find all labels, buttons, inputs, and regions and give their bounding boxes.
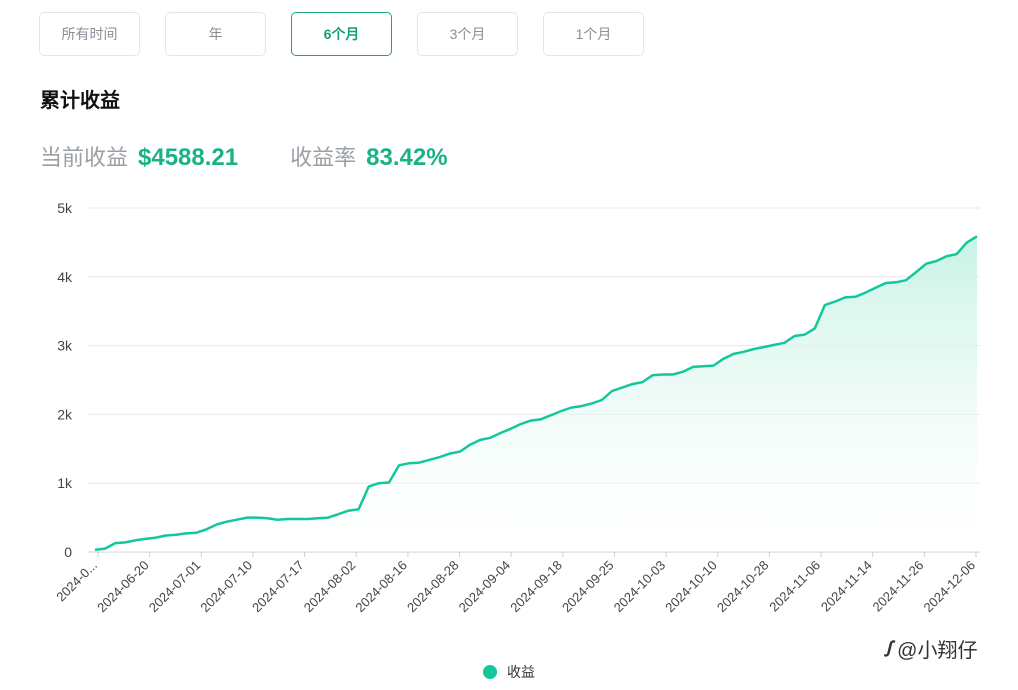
legend-swatch (483, 665, 497, 679)
stats-row: 当前收益 $4588.21 收益率 83.42% (40, 140, 500, 172)
x-tick-label: 2024-0... (53, 558, 100, 605)
return-rate-label: 收益率 (290, 145, 357, 170)
cumulative-earnings-chart: 0 1k 2k 3k 4k 5k 2024-0...2024-06-202024-07-0… (53, 200, 980, 615)
x-tick-label: 2024-08-16 (352, 558, 410, 616)
x-tick-label: 2024-10-28 (714, 558, 772, 616)
y-tick-label: 0 (64, 544, 72, 560)
x-tick-label: 2024-11-14 (818, 558, 875, 615)
x-tick-label: 2024-09-04 (456, 558, 514, 616)
current-earnings-value: $4588.21 (138, 144, 239, 171)
chart-legend[interactable]: 收益 (0, 662, 1018, 682)
x-tick-label: 2024-07-01 (146, 558, 204, 616)
x-tick-label: 2024-12-06 (920, 558, 978, 616)
x-tick-label: 2024-10-03 (611, 558, 669, 616)
x-tick-label: 2024-09-18 (507, 558, 565, 616)
x-tick-label: 2024-07-17 (249, 558, 307, 616)
tab-3-months[interactable]: 3个月 (417, 12, 518, 56)
earnings-area (95, 236, 977, 553)
x-tick-label: 2024-08-02 (301, 558, 359, 616)
return-rate-value: 83.42% (366, 144, 448, 171)
y-tick-label: 2k (57, 406, 73, 422)
x-tick-label: 2024-11-26 (870, 558, 927, 615)
watermark: ꭍ @小翔仔 (884, 634, 977, 663)
section-title: 累计收益 (40, 90, 120, 112)
watermark-text: @小翔仔 (897, 640, 978, 662)
legend-label: 收益 (507, 664, 535, 680)
x-axis: 2024-0...2024-06-202024-07-012024-07-102… (53, 552, 978, 615)
tab-all-time[interactable]: 所有时间 (39, 12, 140, 56)
x-tick-label: 2024-08-28 (404, 558, 462, 616)
tab-1-month[interactable]: 1个月 (543, 12, 644, 56)
x-tick-label: 2024-07-10 (197, 558, 255, 616)
x-tick-label: 2024-11-06 (766, 558, 823, 615)
current-earnings-label: 当前收益 (40, 145, 129, 170)
y-tick-label: 3k (57, 338, 73, 354)
x-tick-label: 2024-10-10 (662, 558, 720, 616)
watermark-logo: ꭍ (884, 639, 892, 661)
tab-year[interactable]: 年 (165, 12, 266, 56)
y-tick-label: 1k (57, 475, 73, 491)
y-axis: 0 1k 2k 3k 4k 5k (57, 200, 73, 560)
x-tick-label: 2024-06-20 (94, 558, 152, 616)
tab-6-months[interactable]: 6个月 (291, 12, 392, 56)
y-tick-label: 5k (57, 200, 73, 216)
x-tick-label: 2024-09-25 (559, 558, 617, 616)
time-range-tabs: 所有时间 年 6个月 3个月 1个月 (39, 12, 644, 56)
earnings-line (94, 235, 978, 552)
y-tick-label: 4k (57, 269, 73, 285)
